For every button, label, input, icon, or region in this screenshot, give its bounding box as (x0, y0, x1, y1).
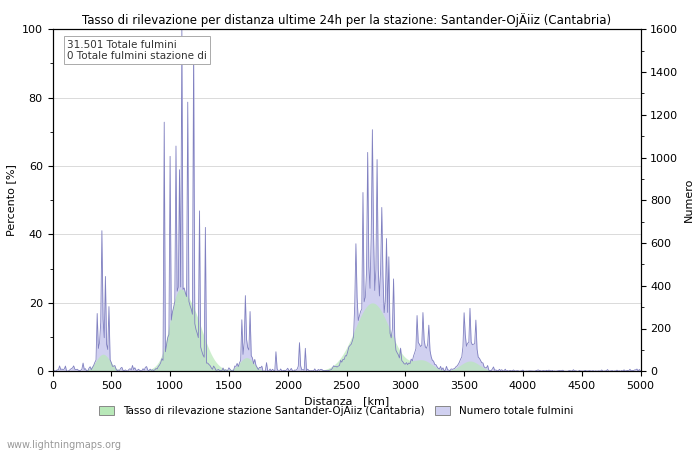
Y-axis label: Percento [%]: Percento [%] (6, 164, 16, 236)
Text: www.lightningmaps.org: www.lightningmaps.org (7, 440, 122, 450)
Text: 31.501 Totale fulmini
0 Totale fulmini stazione di: 31.501 Totale fulmini 0 Totale fulmini s… (67, 40, 207, 61)
Title: Tasso di rilevazione per distanza ultime 24h per la stazione: Santander-OjÄiiz (: Tasso di rilevazione per distanza ultime… (82, 13, 611, 27)
X-axis label: Distanza   [km]: Distanza [km] (304, 396, 389, 406)
Y-axis label: Numero: Numero (684, 178, 694, 222)
Text: 31.501 Totale fulmini
0 Totale fulmini stazione di: 31.501 Totale fulmini 0 Totale fulmini s… (67, 40, 207, 61)
Legend: Tasso di rilevazione stazione Santander-OjÄiiz (Cantabria), Numero totale fulmin: Tasso di rilevazione stazione Santander-… (94, 400, 578, 420)
